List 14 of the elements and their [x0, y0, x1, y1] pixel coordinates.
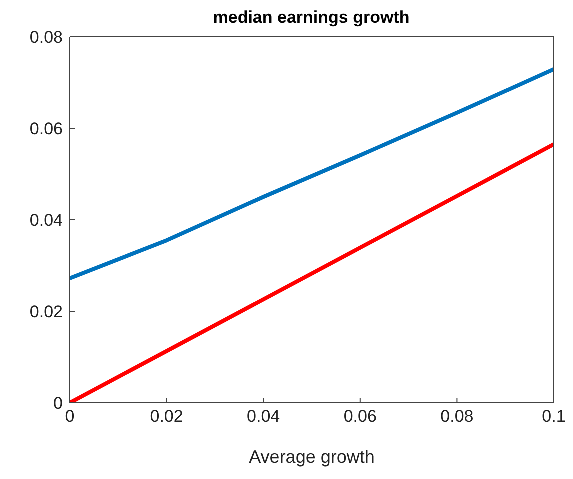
y-tick-label: 0.02	[30, 302, 63, 322]
x-tick-label: 0	[65, 407, 75, 426]
x-axis-title: Average growth	[249, 447, 375, 467]
y-tick-label: 0.08	[30, 28, 63, 48]
y-tick-label: 0	[54, 394, 63, 414]
x-tick-label: 0.06	[344, 407, 377, 426]
x-tick-label: 0.08	[440, 407, 474, 426]
x-tick-label: 0.1	[542, 407, 566, 426]
chart-title: median earnings growth	[212, 8, 411, 29]
x-tick-label: 0.04	[247, 407, 280, 426]
y-tick-label: 0.06	[30, 120, 63, 139]
line-series	[70, 67, 554, 281]
y-tick-label: 0.04	[30, 211, 63, 230]
x-tick-label: 0.02	[150, 407, 184, 426]
